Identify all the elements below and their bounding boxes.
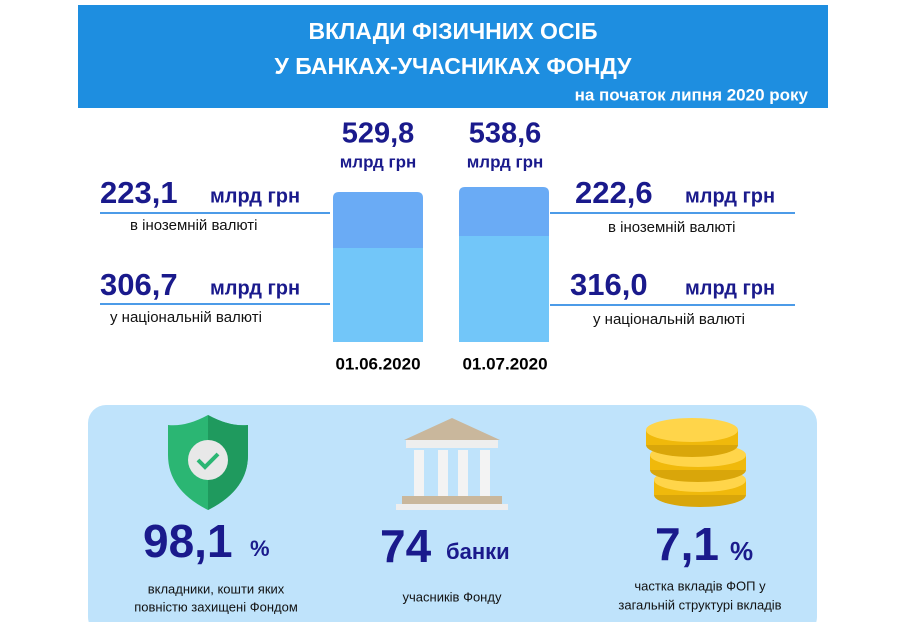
shield-icon bbox=[168, 415, 248, 510]
bar-national bbox=[459, 236, 549, 342]
stat-unit: % bbox=[730, 536, 753, 566]
stat-caption: учасників Фонду bbox=[403, 589, 502, 604]
bar-national bbox=[333, 248, 423, 342]
label: в іноземній валюті bbox=[608, 219, 735, 236]
value: 222,6 bbox=[575, 175, 653, 210]
total-unit: млрд грн bbox=[340, 152, 417, 171]
date: 01.07.2020 bbox=[462, 354, 547, 373]
total: 538,6 bbox=[469, 118, 542, 150]
stat-caption: вкладники, кошти яких bbox=[148, 581, 285, 596]
subtitle: на початок липня 2020 року bbox=[575, 85, 809, 104]
label: у національній валюті bbox=[593, 311, 745, 328]
date: 01.06.2020 bbox=[335, 354, 420, 373]
stat-unit: банки bbox=[446, 539, 510, 564]
title-line: ВКЛАДИ ФІЗИЧНИХ ОСІБ bbox=[309, 18, 598, 44]
bar-foreign bbox=[333, 192, 423, 248]
stat-unit: % bbox=[250, 536, 270, 561]
stat-caption: повністю захищені Фондом bbox=[134, 599, 298, 614]
label: в іноземній валюті bbox=[130, 217, 257, 234]
total: 529,8 bbox=[342, 118, 415, 150]
header-banner bbox=[78, 5, 828, 108]
unit: млрд грн bbox=[210, 185, 300, 207]
title-line: У БАНКАХ-УЧАСНИКАХ ФОНДУ bbox=[275, 53, 633, 79]
unit: млрд грн bbox=[210, 277, 300, 299]
coins-icon bbox=[646, 418, 746, 507]
value: 306,7 bbox=[100, 267, 178, 302]
stat-value: 7,1 bbox=[655, 518, 719, 570]
label: у національній валюті bbox=[110, 309, 262, 326]
stat-caption: загальній структурі вкладів bbox=[618, 597, 781, 612]
unit: млрд грн bbox=[685, 185, 775, 207]
bank-icon bbox=[396, 418, 508, 510]
total-unit: млрд грн bbox=[467, 152, 544, 171]
stats-panel bbox=[88, 405, 817, 622]
bar-foreign bbox=[459, 187, 549, 236]
value: 316,0 bbox=[570, 267, 648, 302]
stat-value: 74 bbox=[380, 520, 432, 572]
stat-caption: частка вкладів ФОП у bbox=[634, 578, 766, 593]
value: 223,1 bbox=[100, 175, 178, 210]
unit: млрд грн bbox=[685, 277, 775, 299]
stat-value: 98,1 bbox=[143, 515, 233, 567]
